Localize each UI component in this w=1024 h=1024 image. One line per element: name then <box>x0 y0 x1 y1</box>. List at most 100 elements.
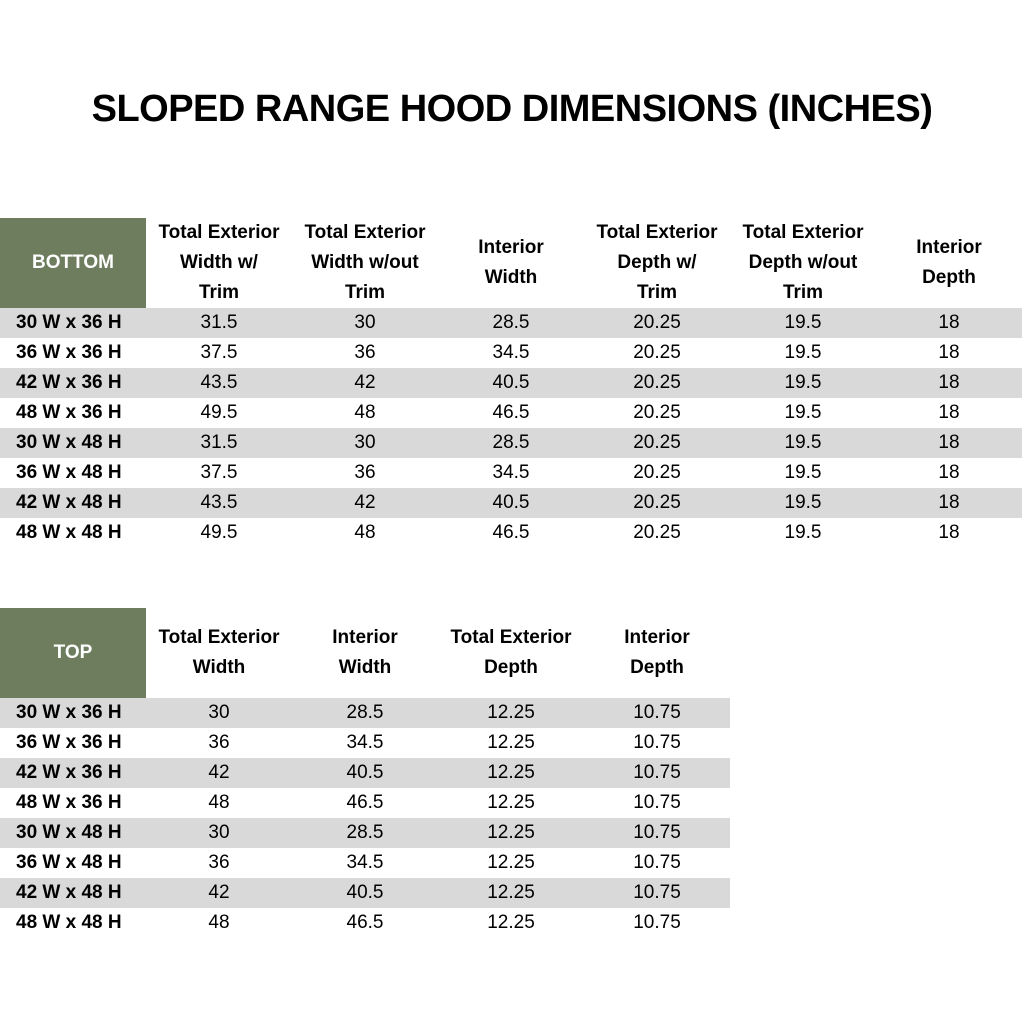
cell: 19.5 <box>730 368 876 398</box>
cell: 42 <box>146 878 292 908</box>
cell: 40.5 <box>292 758 438 788</box>
cell: 36 <box>354 462 376 483</box>
cell: 30 <box>292 308 438 338</box>
cell: 19.5 <box>730 428 876 458</box>
cell: 34.5 <box>492 342 530 363</box>
column-header: Interior Depth <box>876 218 1022 308</box>
data-row: 30 W x 48 H 30 28.5 12.25 10.75 <box>0 818 730 848</box>
cell: 18 <box>876 368 1022 398</box>
header-line: Total Exterior <box>596 222 718 243</box>
data-row: 42 W x 48 H 42 40.5 12.25 10.75 <box>0 878 730 908</box>
cell: 36 <box>208 852 230 873</box>
cell: 48 <box>208 912 230 933</box>
row-label: 42 W x 36 H <box>0 758 146 788</box>
row-label: 48 W x 36 H <box>16 402 122 423</box>
data-row: 36 W x 36 H 37.5 36 34.5 20.25 19.5 18 <box>0 338 1022 368</box>
corner-header: BOTTOM <box>0 218 146 308</box>
cell: 10.75 <box>633 732 681 753</box>
cell: 34.5 <box>346 852 384 873</box>
cell: 12.25 <box>487 792 535 813</box>
cell: 18 <box>876 488 1022 518</box>
cell: 12.25 <box>487 912 535 933</box>
cell: 28.5 <box>438 428 584 458</box>
cell: 10.75 <box>584 758 730 788</box>
header-line: Interior <box>332 627 398 648</box>
row-label: 48 W x 48 H <box>16 912 122 933</box>
cell: 37.5 <box>200 462 238 483</box>
cell: 10.75 <box>584 818 730 848</box>
cell: 28.5 <box>438 308 584 338</box>
cell: 28.5 <box>292 818 438 848</box>
data-row: 30 W x 36 H 31.5 30 28.5 20.25 19.5 18 <box>0 308 1022 338</box>
cell: 43.5 <box>146 368 292 398</box>
row-label: 42 W x 48 H <box>0 878 146 908</box>
corner-header: TOP <box>0 608 146 698</box>
header-line: Trim <box>344 282 386 303</box>
cell: 48 <box>354 522 376 543</box>
cell: 46.5 <box>492 402 530 423</box>
data-row: 48 W x 36 H 48 46.5 12.25 10.75 <box>0 788 730 818</box>
header-line: Depth w/ <box>617 252 697 273</box>
cell: 20.25 <box>584 428 730 458</box>
cell: 20.25 <box>584 368 730 398</box>
header-line: Interior <box>916 237 982 258</box>
cell: 19.5 <box>784 402 822 423</box>
header-line: Total Exterior <box>450 627 572 648</box>
cell: 36 <box>208 732 230 753</box>
data-row: 30 W x 48 H 31.5 30 28.5 20.25 19.5 18 <box>0 428 1022 458</box>
row-label: 36 W x 36 H <box>16 342 122 363</box>
column-header: Interior Depth <box>584 608 730 698</box>
cell: 40.5 <box>438 488 584 518</box>
cell: 34.5 <box>492 462 530 483</box>
cell: 12.25 <box>438 698 584 728</box>
cell: 43.5 <box>146 488 292 518</box>
header-line: Total Exterior <box>158 627 280 648</box>
column-header: Total Exterior Width w/out Trim <box>292 218 438 308</box>
cell: 18 <box>938 342 960 363</box>
data-row: 48 W x 36 H 49.5 48 46.5 20.25 19.5 18 <box>0 398 1022 428</box>
header-row: BOTTOM Total Exterior Width w/Trim Total Ex… <box>0 218 1022 308</box>
cell: 30 <box>146 818 292 848</box>
row-label: 36 W x 48 H <box>16 462 122 483</box>
cell: 12.25 <box>487 732 535 753</box>
cell: 20.25 <box>584 308 730 338</box>
cell: 19.5 <box>730 488 876 518</box>
cell: 12.25 <box>487 852 535 873</box>
data-row: 42 W x 36 H 42 40.5 12.25 10.75 <box>0 758 730 788</box>
header-line: Interior <box>478 237 544 258</box>
header-line: Trim <box>636 282 678 303</box>
data-row: 36 W x 36 H 36 34.5 12.25 10.75 <box>0 728 730 758</box>
cell: 34.5 <box>346 732 384 753</box>
column-header: Interior Width <box>438 218 584 308</box>
dimension-table: TOP Total Exterior Width Interior Width Total… <box>0 608 730 938</box>
data-row: 42 W x 36 H 43.5 42 40.5 20.25 19.5 18 <box>0 368 1022 398</box>
row-label: 30 W x 48 H <box>0 428 146 458</box>
cell: 40.5 <box>292 878 438 908</box>
cell: 36 <box>354 342 376 363</box>
cell: 19.5 <box>784 522 822 543</box>
cell: 18 <box>938 522 960 543</box>
cell: 37.5 <box>200 342 238 363</box>
cell: 31.5 <box>146 308 292 338</box>
header-line: Depth <box>922 267 976 288</box>
header-row: TOP Total Exterior Width Interior Width Total… <box>0 608 730 698</box>
cell: 19.5 <box>784 342 822 363</box>
cell: 46.5 <box>346 792 384 813</box>
cell: 10.75 <box>633 792 681 813</box>
header-line: Width w/out <box>311 252 419 273</box>
cell: 12.25 <box>438 818 584 848</box>
header-line: Width <box>192 657 246 678</box>
row-label: 36 W x 48 H <box>16 852 122 873</box>
cell: 18 <box>938 402 960 423</box>
header-line: Width w/ <box>180 252 258 273</box>
cell: 40.5 <box>438 368 584 398</box>
cell: 42 <box>146 758 292 788</box>
dimension-table: BOTTOM Total Exterior Width w/Trim Total Ex… <box>0 218 1022 548</box>
cell: 10.75 <box>633 912 681 933</box>
row-label: 30 W x 36 H <box>0 308 146 338</box>
cell: 42 <box>292 368 438 398</box>
header-line: Total Exterior <box>304 222 426 243</box>
header-line: Total Exterior <box>158 222 280 243</box>
cell: 49.5 <box>200 522 238 543</box>
